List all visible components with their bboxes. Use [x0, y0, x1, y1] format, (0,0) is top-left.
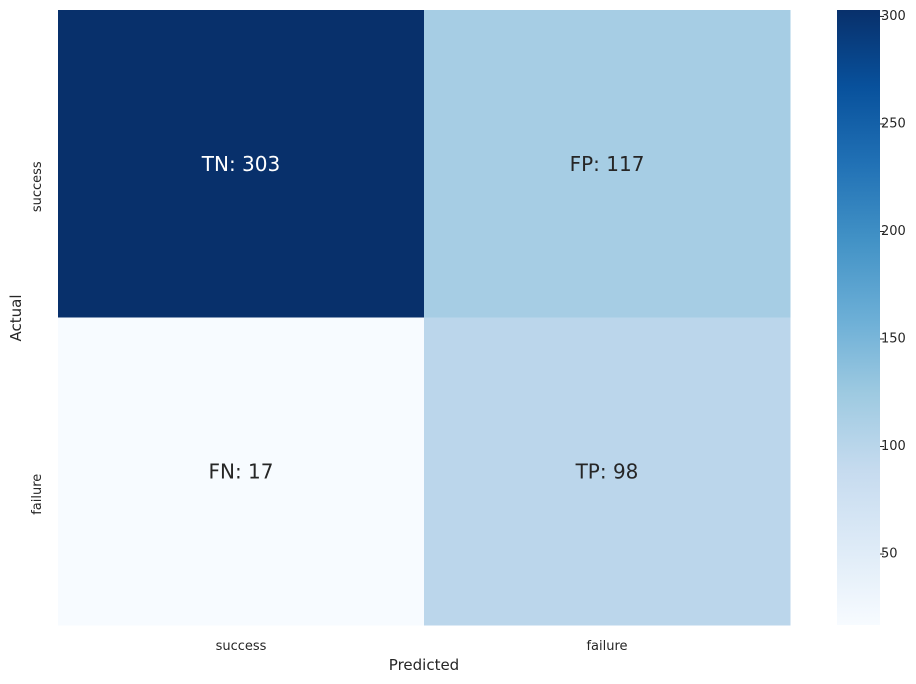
colorbar-tick-label: 250 — [881, 116, 906, 131]
colorbar-tick-label: 200 — [881, 224, 906, 239]
x-tick-labels: success failure — [216, 639, 628, 654]
heatmap-cell-label: TN: 303 — [201, 152, 280, 176]
colorbar-tick-label: 300 — [881, 9, 906, 24]
heatmap-cell-label: FP: 117 — [570, 152, 645, 176]
heatmap-cell-labels: TN: 303 FP: 117 FN: 17 TP: 98 — [201, 152, 645, 484]
y-tick-label: success — [30, 161, 45, 212]
colorbar-ticks: 50 100 150 200 250 300 — [880, 9, 906, 562]
colorbar — [837, 10, 880, 625]
x-tick-label: success — [216, 639, 267, 654]
heatmap-cell — [58, 10, 425, 318]
heatmap-cells — [58, 10, 791, 626]
y-axis-label: Actual — [7, 295, 25, 342]
heatmap-cell — [424, 317, 791, 626]
heatmap-cell — [424, 10, 791, 318]
colorbar-tick-label: 50 — [881, 547, 898, 562]
x-axis-label: Predicted — [389, 656, 459, 674]
y-tick-labels: success failure — [30, 161, 45, 515]
colorbar-tick-label: 150 — [881, 332, 906, 347]
x-tick-label: failure — [586, 639, 627, 654]
heatmap-cell — [58, 317, 425, 626]
heatmap-cell-label: TP: 98 — [575, 459, 639, 483]
heatmap-cell-label: FN: 17 — [208, 459, 273, 483]
y-tick-label: failure — [30, 474, 45, 515]
colorbar-tick-label: 100 — [881, 439, 906, 454]
